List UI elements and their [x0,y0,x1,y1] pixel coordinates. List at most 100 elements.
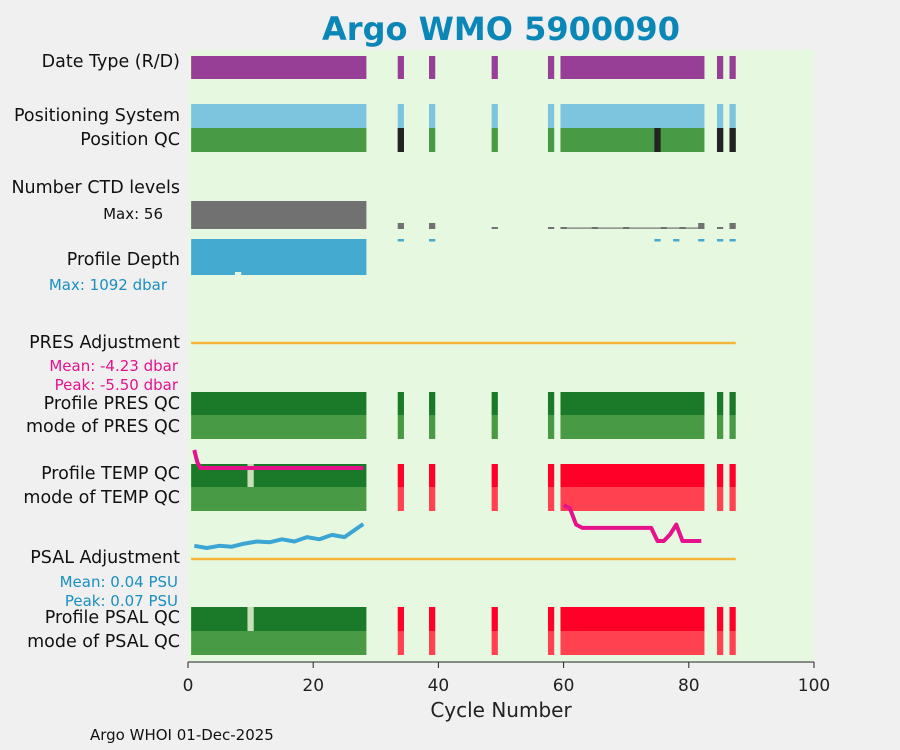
label-date-type: Date Type (R/D) [41,52,180,72]
positioning-bar [729,104,736,128]
profile-depth-stub [729,239,736,242]
pres-adjust-trace-late [562,503,702,543]
label-pres-mean: Mean: -4.23 dbar [49,357,178,375]
positioning-bar [560,104,705,128]
temp-mode-bar [429,487,436,511]
profile-depth-stub [429,239,436,242]
position-qc-bar [547,128,555,152]
psal-mode-bar [547,631,555,655]
psal-qc-bar [547,607,555,631]
temp-mode-bar [547,487,555,511]
profile-depth-stub [673,239,680,242]
pres-mode-bar [547,415,555,439]
profile-depth-notch [234,272,242,275]
ctd-levels-stub [698,223,705,229]
x-tick-label: 40 [428,676,450,696]
temp-mode-bar [716,487,724,511]
date-type-bar [191,56,367,79]
psal-mode-bar [429,631,436,655]
label-profile-psal-qc: Profile PSAL QC [44,608,180,628]
psal-mode-bar [716,631,724,655]
label-mode-temp-qc: mode of TEMP QC [23,488,180,508]
temp-qc-bar [491,464,498,487]
psal-qc-bar [729,607,736,631]
date-type-bar [397,56,404,79]
position-qc-bar [560,128,705,152]
pres-qc-bar [547,392,555,415]
psal-qc-bar [397,607,404,631]
pres-qc-bar [729,392,736,415]
label-positioning-system: Positioning System [13,106,180,126]
positioning-bar [547,104,555,128]
pres-mode-bar [191,415,367,439]
positioning-bar [716,104,724,128]
ctd-levels-stub [429,223,436,229]
date-type-bar [560,56,705,79]
x-tick-label: 60 [553,676,575,696]
psal-qc-bar [429,607,436,631]
psal-qc-bar [491,607,498,631]
pres-mode-bar [729,415,736,439]
temp-mode-bar [729,487,736,511]
position-qc-flag [729,128,736,152]
temp-qc-bar [429,464,436,487]
label-depth-max: Max: 1092 dbar [48,276,167,294]
date-type-bar [729,56,736,79]
pres-mode-bar [397,415,404,439]
label-profile-temp-qc: Profile TEMP QC [41,464,180,484]
psal-mode-bar [191,631,367,655]
positioning-bar [491,104,498,128]
ctd-levels-stub [716,227,724,229]
label-profile-depth: Profile Depth [66,250,180,270]
position-qc-bar [491,128,498,152]
x-tick-label: 20 [302,676,324,696]
positioning-bar [429,104,436,128]
pres-qc-bar [560,392,705,415]
pres-qc-bar [491,392,498,415]
date-type-bar [547,56,555,79]
psal-qc-gap [247,607,254,631]
ctd-levels-stub [397,223,404,229]
pres-mode-bar [716,415,724,439]
label-pres-peak: Peak: -5.50 dbar [54,376,178,394]
ctd-levels-bar [191,201,367,229]
label-ctd-max: Max: 56 [103,205,163,223]
temp-qc-bar [716,464,724,487]
profile-depth-stub [654,239,661,242]
psal-mode-bar [560,631,705,655]
psal-qc-bar [191,607,367,631]
psal-qc-bar [560,607,705,631]
temp-mode-bar [191,487,367,511]
psal-mode-bar [397,631,404,655]
ctd-levels-stub [560,227,705,229]
pres-qc-bar [191,392,367,415]
label-psal-mean: Mean: 0.04 PSU [59,573,178,591]
temp-qc-gap [247,464,254,487]
label-pres-adjustment: PRES Adjustment [29,333,180,353]
positioning-bar [397,104,404,128]
pres-adjust-trace [192,449,364,470]
x-tick-label: 100 [798,676,830,696]
ctd-levels-stub [547,227,555,229]
pres-qc-bar [716,392,724,415]
date-type-bar [491,56,498,79]
psal-mode-bar [491,631,498,655]
temp-mode-bar [491,487,498,511]
profile-depth-stub [397,239,404,242]
temp-mode-bar [397,487,404,511]
label-mode-pres-qc: mode of PRES QC [25,417,180,437]
pres-mode-bar [491,415,498,439]
pres-qc-bar [397,392,404,415]
label-mode-psal-qc: mode of PSAL QC [27,632,180,652]
x-tick-label: 0 [183,676,194,696]
pres-mode-bar [429,415,436,439]
profile-depth-bar [191,239,367,275]
psal-mode-bar [729,631,736,655]
profile-depth-stub [716,239,724,242]
x-tick-label: 80 [678,676,700,696]
temp-qc-bar [547,464,555,487]
ctd-levels-stub [729,223,736,229]
position-qc-bar [429,128,436,152]
psal-adjust-trace [193,522,365,550]
